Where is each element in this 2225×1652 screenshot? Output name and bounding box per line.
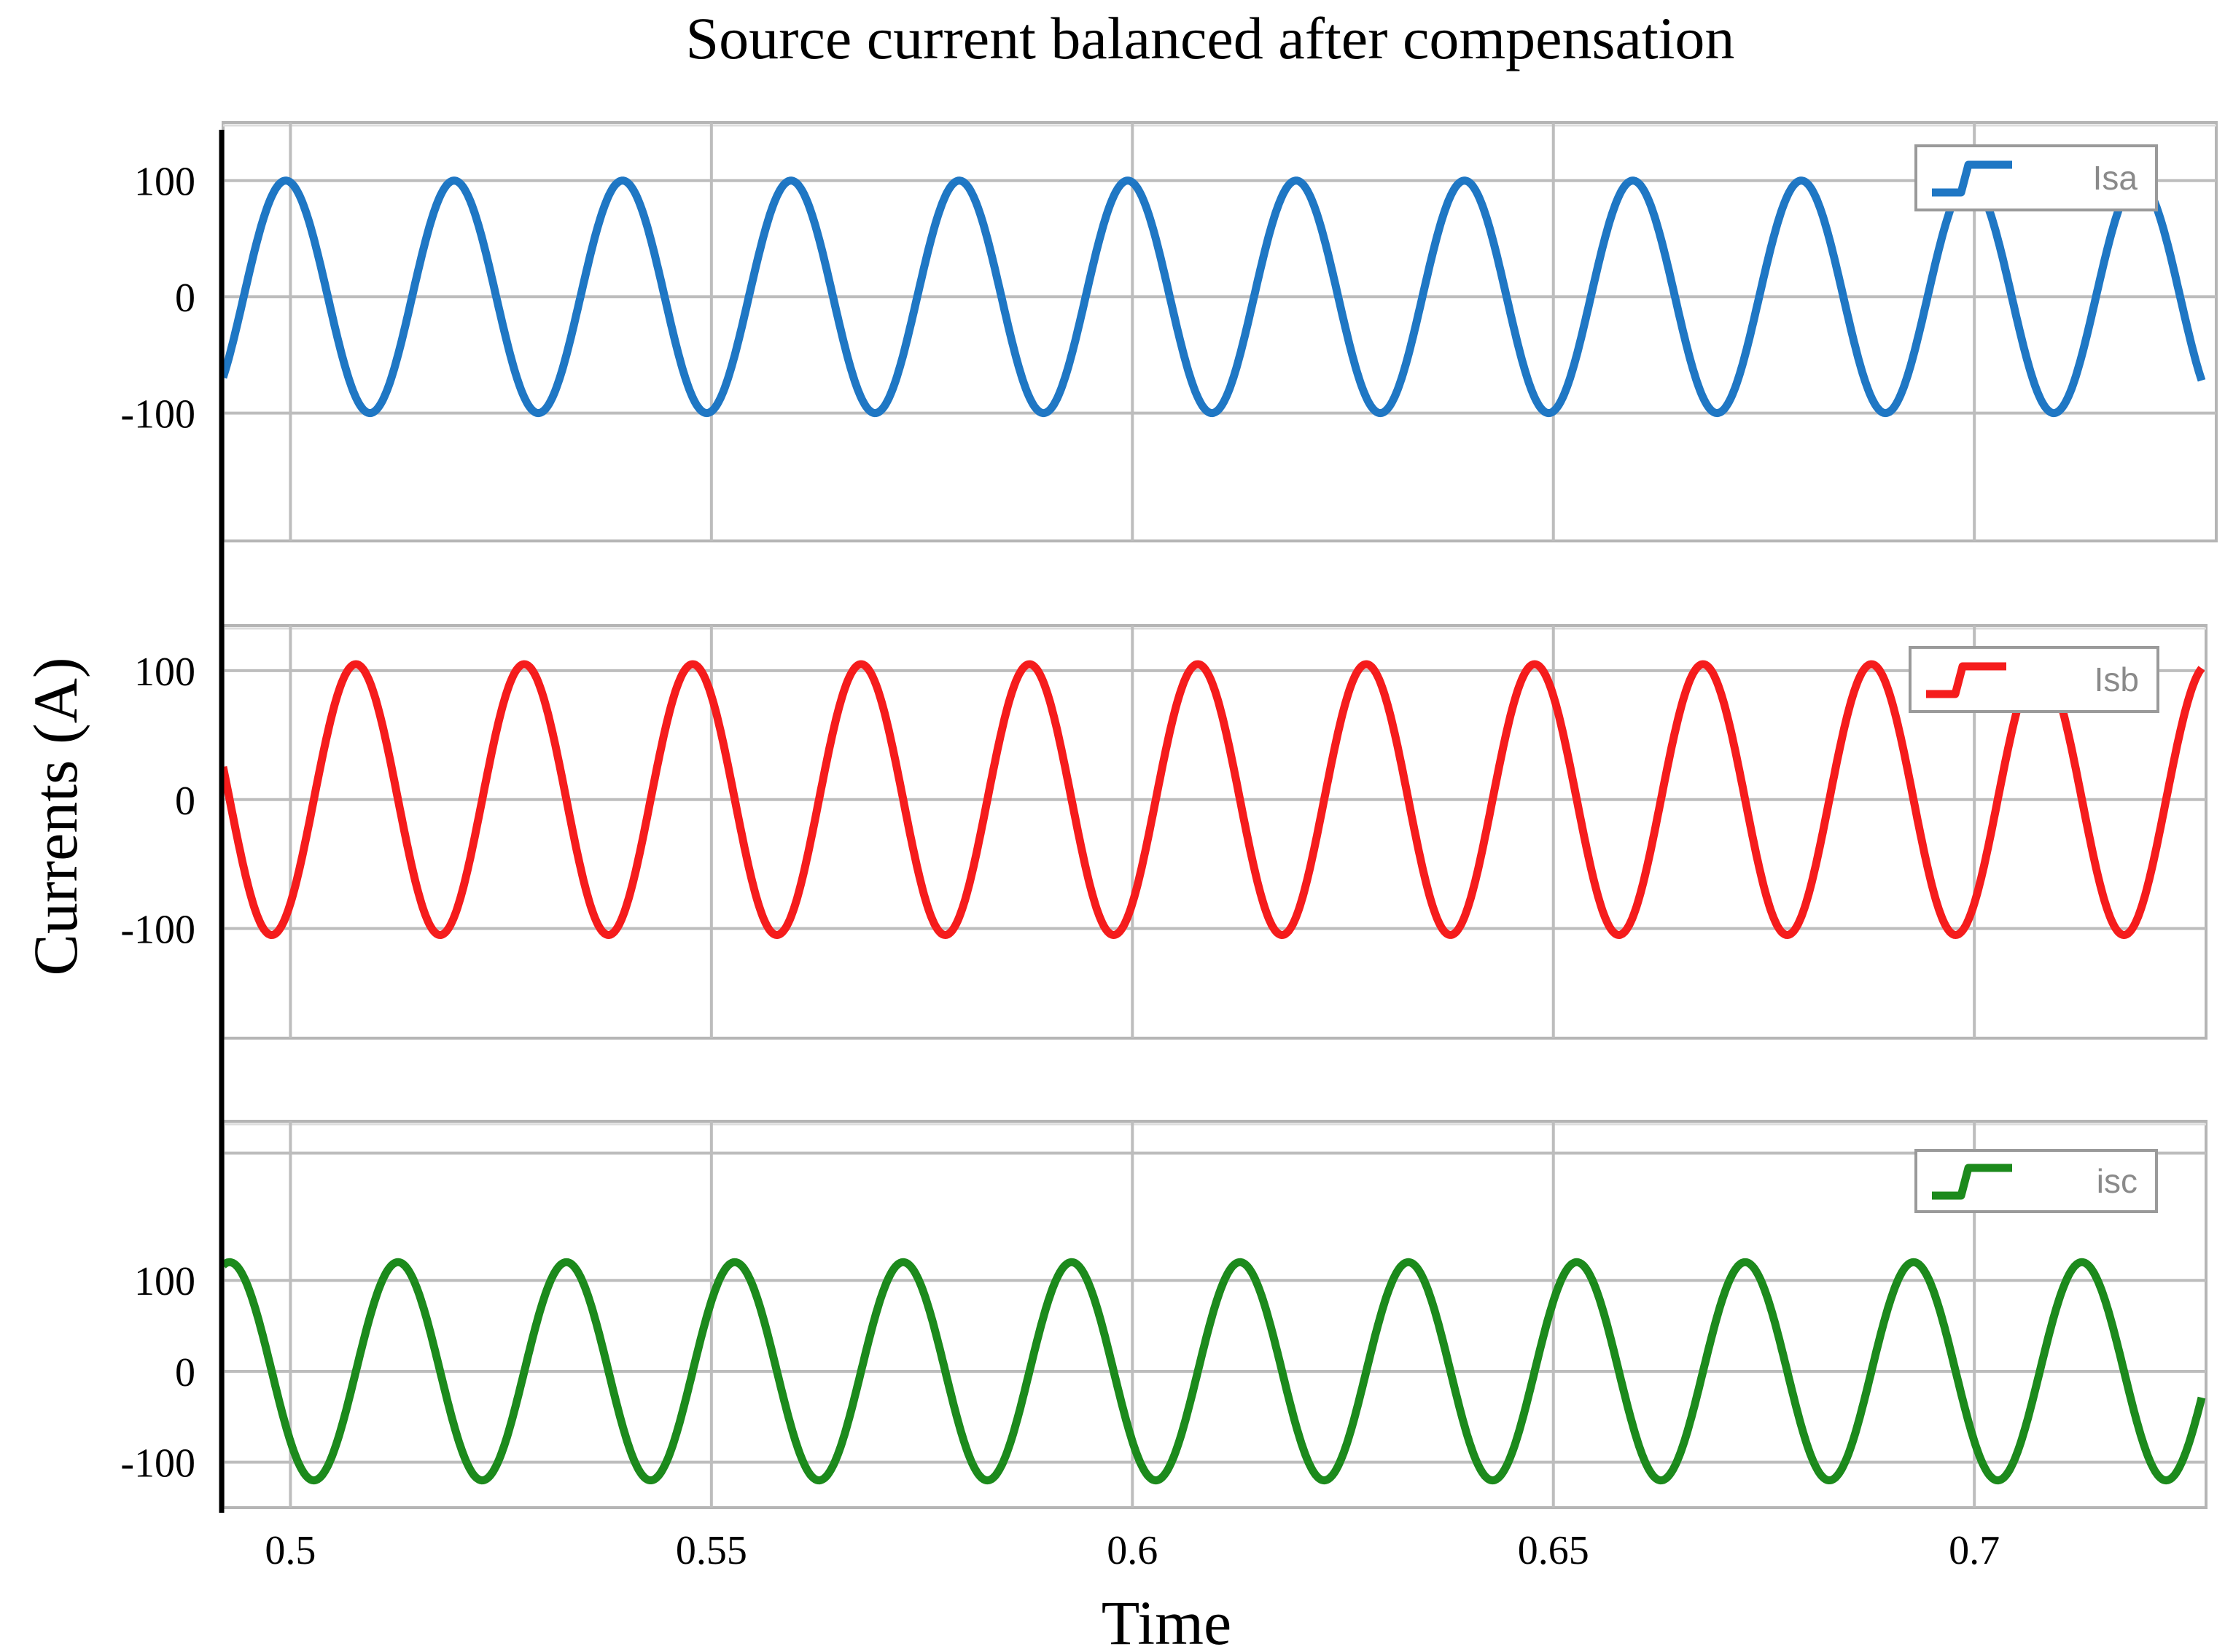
- legend-box: [1914, 144, 2158, 211]
- panel-frame: [222, 121, 2218, 542]
- legend-label: isc: [2097, 1162, 2138, 1200]
- panel-1: 100 0 -100 Isa: [120, 121, 2218, 542]
- y-tick-label: 100: [134, 1259, 195, 1304]
- x-tick-label: 0.65: [1518, 1528, 1589, 1573]
- y-tick-label: -100: [120, 392, 195, 437]
- y-tick-label: -100: [120, 908, 195, 953]
- x-tick-label: 0.7: [1949, 1528, 2000, 1573]
- x-tick-label: 0.55: [676, 1528, 747, 1573]
- chart-title: Source current balanced after compensati…: [686, 5, 1735, 71]
- legend-label: Isb: [2095, 661, 2139, 698]
- y-tick-label: 100: [134, 160, 195, 205]
- y-tick-label: 0: [175, 779, 195, 824]
- series-line-isc: [220, 1258, 2206, 1485]
- y-tick-label: -100: [120, 1441, 195, 1487]
- y-tick-label: 100: [134, 650, 195, 695]
- x-tick-label: 0.5: [265, 1528, 316, 1573]
- series-line-isb: [219, 660, 2205, 939]
- x-tick-labels: 0.5 0.55 0.6 0.65 0.7: [265, 1528, 2000, 1573]
- legend-swatch-icon: [1932, 1164, 2012, 1200]
- legend-isb: Isb: [1909, 646, 2159, 713]
- series-line-isa: [219, 176, 2206, 418]
- legend-isc: isc: [1914, 1149, 2158, 1213]
- legend-box: [1909, 646, 2159, 713]
- legend-label: Isa: [2093, 159, 2138, 197]
- y-tick-label: 0: [175, 1350, 195, 1395]
- legend-swatch-icon: [1932, 160, 2012, 197]
- legend-swatch-icon: [1926, 662, 2006, 698]
- y-axis-label: Currents (A): [20, 657, 90, 975]
- panel-2: 100 0 -100 Isb: [120, 624, 2208, 1040]
- legend-isa: Isa: [1914, 144, 2158, 211]
- x-axis-label: Time: [1102, 1588, 1231, 1652]
- legend-box: [1914, 1149, 2158, 1213]
- panel-3: 100 0 -100 isc: [120, 1120, 2208, 1509]
- y-tick-label: 0: [175, 276, 195, 321]
- x-tick-label: 0.6: [1107, 1528, 1158, 1573]
